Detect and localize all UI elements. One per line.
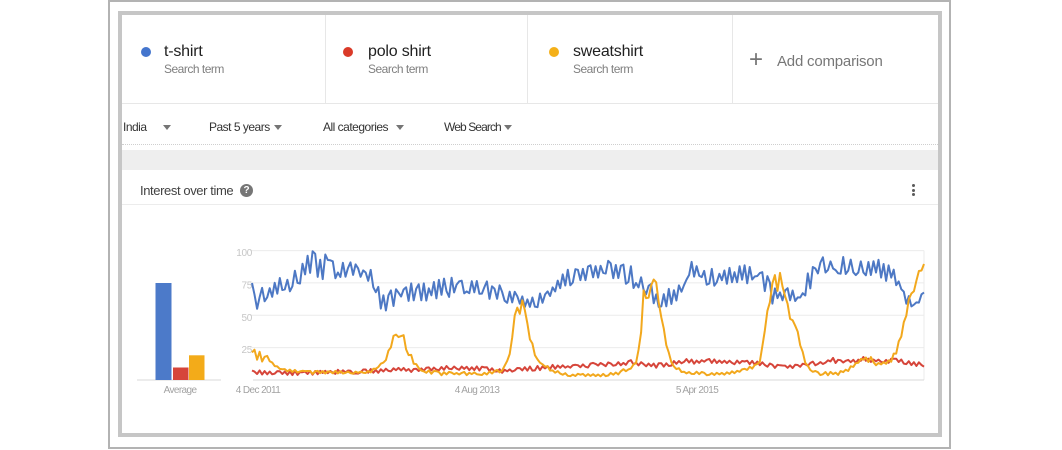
svg-text:75: 75 [241,280,252,291]
svg-text:4 Aug 2013: 4 Aug 2013 [455,385,501,396]
svg-text:25: 25 [241,345,252,356]
svg-text:Average: Average [164,385,198,396]
svg-text:50: 50 [241,313,252,324]
svg-text:100: 100 [236,248,253,259]
svg-text:4 Dec 2011: 4 Dec 2011 [236,385,281,396]
svg-text:5 Apr 2015: 5 Apr 2015 [676,385,719,396]
